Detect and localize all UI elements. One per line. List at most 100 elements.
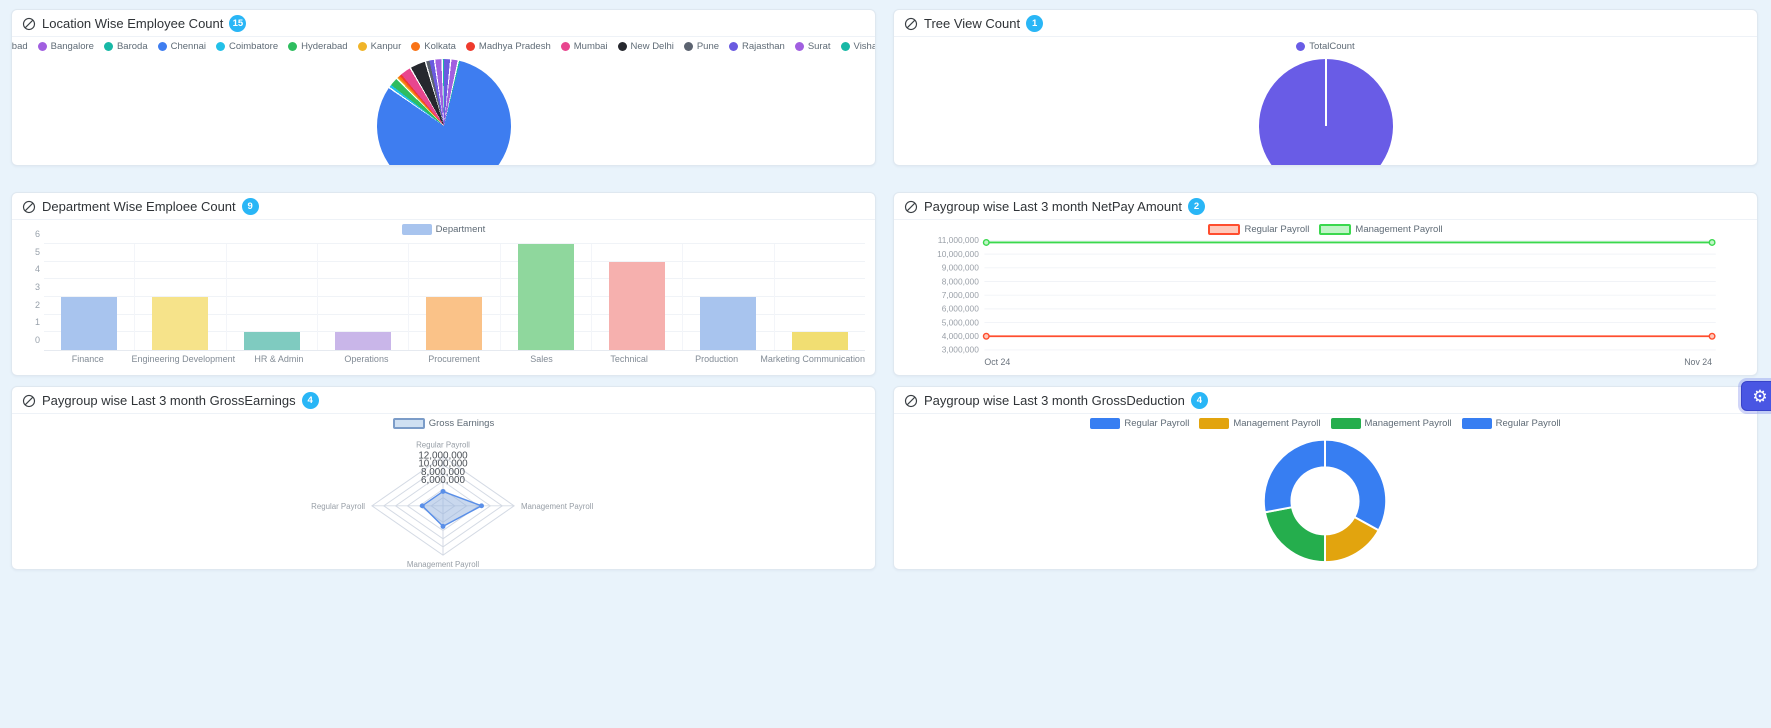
legend-item[interactable]: Management Payroll — [1319, 224, 1443, 235]
legend-item[interactable]: New Delhi — [617, 41, 674, 52]
legend-item[interactable]: TotalCount — [1296, 41, 1355, 52]
x-axis-label: Production — [695, 354, 739, 364]
pie-chart-icon — [22, 200, 36, 214]
panel-title: Paygroup wise Last 3 month NetPay Amount — [924, 199, 1182, 214]
count-badge: 4 — [301, 392, 319, 409]
legend-swatch — [465, 42, 475, 51]
panel-header-treeview: Tree View Count 1 — [894, 10, 1757, 37]
svg-text:Nov 24: Nov 24 — [1684, 357, 1712, 367]
legend-swatch — [37, 42, 47, 51]
legend-item[interactable]: Coimbatore — [216, 41, 278, 52]
legend-swatch — [1319, 224, 1352, 235]
donut-plot — [1262, 438, 1388, 564]
legend-label: Chennai — [170, 41, 206, 52]
pie-chart-icon — [22, 394, 36, 408]
legend-swatch — [729, 42, 739, 51]
legend-swatch — [560, 42, 570, 51]
pie-chart-icon — [904, 394, 918, 408]
legend-label: Management Payroll — [1355, 224, 1443, 235]
grossearnings-radar-chart: Gross Earnings 12,000,000 10,000,000 8,000,… — [12, 414, 875, 569]
legend-label: Department — [435, 224, 486, 235]
panel-treeview: Tree View Count 1 TotalCount — [893, 9, 1758, 166]
legend-item[interactable]: Madhya Pradesh — [465, 41, 551, 52]
legend-label: Hyderabad — [301, 41, 348, 52]
panel-title: Paygroup wise Last 3 month GrossDeductio… — [924, 393, 1185, 408]
legend-item[interactable]: Vishakapattinam — [840, 41, 875, 52]
panel-header-location: Location Wise Employee Count 15 — [12, 10, 875, 37]
count-badge: 15 — [229, 15, 247, 32]
legend-label: Regular Payroll — [1124, 418, 1190, 429]
bar-plot-area: 0 1 2 3 4 5 6 Finance Engineering Development HR … — [35, 229, 865, 364]
bar[interactable] — [426, 297, 483, 350]
legend-label: Vishakapattinam — [853, 41, 875, 52]
dashboard-grid: Location Wise Employee Count 15 Ahmedaba… — [11, 9, 1758, 570]
bar[interactable] — [243, 332, 300, 350]
legend-item[interactable]: Rajasthan — [729, 41, 785, 52]
svg-text:6,000,000: 6,000,000 — [421, 475, 465, 486]
chart-legend: Department — [12, 224, 875, 235]
x-axis-label: Engineering Development — [131, 354, 236, 364]
legend-label: Coimbatore — [229, 41, 279, 52]
legend-item[interactable]: Regular Payroll — [1090, 418, 1189, 429]
svg-text:12,000,000: 12,000,000 — [418, 450, 468, 461]
panel-grossdeduction: Paygroup wise Last 3 month GrossDeductio… — [893, 386, 1758, 570]
pie-chart-icon — [904, 17, 918, 31]
legend-label: Madhya Pradesh — [478, 41, 551, 52]
legend-swatch — [794, 42, 804, 51]
legend-swatch — [392, 418, 425, 429]
bar[interactable] — [791, 332, 848, 350]
panel-header-netpay: Paygroup wise Last 3 month NetPay Amount… — [894, 193, 1757, 220]
legend-item[interactable]: Pune — [683, 41, 720, 52]
treeview-pie-chart: TotalCount — [894, 37, 1757, 165]
chart-legend: Gross Earnings — [12, 418, 875, 429]
bar[interactable] — [517, 244, 574, 350]
legend-label: Pune — [696, 41, 720, 52]
legend-label: Regular Payroll — [1495, 418, 1561, 429]
bar[interactable] — [609, 261, 666, 350]
legend-swatch — [216, 42, 225, 51]
gear-icon: ⚙ — [1752, 386, 1768, 406]
legend-item[interactable]: Management Payroll — [1199, 418, 1321, 429]
legend-item[interactable]: Regular Payroll — [1208, 224, 1309, 235]
legend-item[interactable]: Gross Earnings — [392, 418, 494, 429]
legend-item[interactable]: Department — [401, 224, 486, 235]
legend-swatch — [288, 42, 298, 51]
svg-text:Management Payroll: Management Payroll — [521, 502, 593, 511]
bar[interactable] — [152, 297, 209, 350]
svg-text:Management Payroll: Management Payroll — [407, 560, 479, 569]
legend-label: Ahmedabad — [12, 41, 28, 52]
chart-legend: Regular Payroll Management Payroll Managem… — [894, 418, 1757, 429]
legend-swatch — [157, 42, 167, 51]
count-badge: 9 — [241, 198, 259, 215]
y-axis-tick-label: 5 — [34, 246, 40, 257]
legend-item[interactable]: Chennai — [157, 41, 206, 52]
settings-button[interactable]: ⚙ — [1741, 381, 1771, 411]
legend-item[interactable]: Surat — [794, 41, 831, 52]
legend-item[interactable]: Ahmedabad — [12, 41, 28, 52]
gridline — [44, 260, 865, 262]
svg-text:Regular Payroll: Regular Payroll — [416, 441, 470, 450]
legend-item[interactable]: Management Payroll — [1330, 418, 1452, 429]
svg-text:3,000,000: 3,000,000 — [942, 345, 979, 355]
legend-item[interactable]: Regular Payroll — [1461, 418, 1561, 429]
legend-label: Surat — [807, 41, 831, 52]
bar-column — [134, 244, 225, 350]
legend-item[interactable]: Baroda — [103, 41, 148, 52]
legend-item[interactable]: Mumbai — [560, 41, 608, 52]
bar[interactable] — [700, 297, 757, 350]
legend-swatch — [617, 42, 627, 51]
legend-item[interactable]: Bangalore — [37, 41, 94, 52]
svg-text:10,000,000: 10,000,000 — [937, 249, 979, 259]
bar-column — [44, 244, 134, 350]
bar-column — [316, 244, 408, 350]
legend-item[interactable]: Kanpur — [357, 41, 401, 52]
bar[interactable] — [61, 297, 118, 350]
legend-item[interactable]: Hyderabad — [288, 41, 348, 52]
bar-column — [499, 244, 591, 350]
bar[interactable] — [335, 332, 392, 350]
legend-label: Rajasthan — [742, 41, 785, 52]
panel-grossearnings: Paygroup wise Last 3 month GrossEarnings… — [11, 386, 876, 570]
legend-item[interactable]: Kolkata — [411, 41, 456, 52]
gridline — [44, 243, 865, 244]
